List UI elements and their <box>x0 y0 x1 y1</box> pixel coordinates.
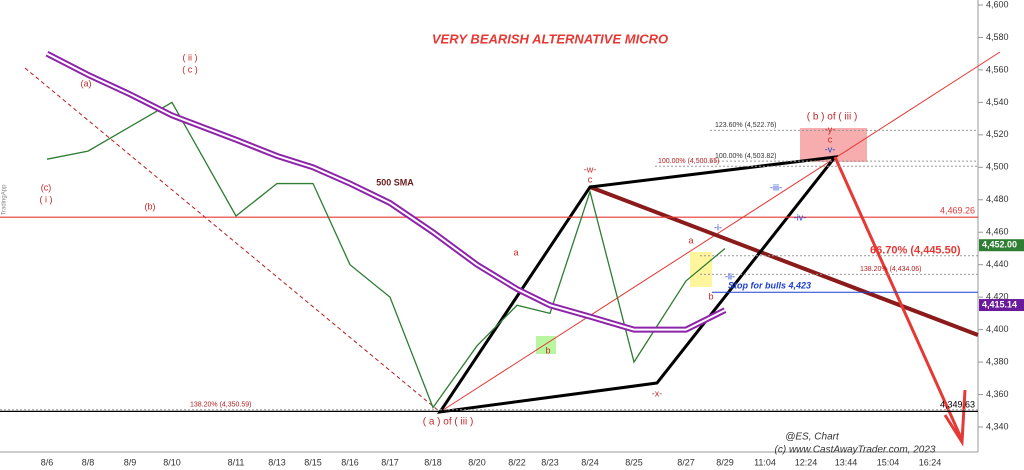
y-tick-label: 4,500 <box>986 162 1009 172</box>
fib-label: 100.00% (4,500.65) <box>658 158 720 165</box>
annotation: c <box>588 174 593 184</box>
x-tick-label: 8/29 <box>716 457 734 467</box>
level-label: 4,349.63 <box>940 400 975 410</box>
price-tag <box>979 239 1024 252</box>
fib-label: 138.20% (4,434.06) <box>860 266 922 273</box>
annotation: -v- <box>825 144 836 154</box>
annotation: -iii- <box>770 182 782 192</box>
x-tick-label: 15:04 <box>877 457 900 467</box>
annotation: ( b ) of ( iii ) <box>807 112 858 123</box>
zone-box <box>690 252 712 287</box>
trend-line <box>589 185 979 337</box>
x-tick-label: 12:24 <box>795 457 818 467</box>
x-tick-label: 8/16 <box>341 457 359 467</box>
y-tick-label: 4,400 <box>986 324 1009 334</box>
y-tick-label: 4,580 <box>986 32 1009 42</box>
price-tag-label: 4,452.00 <box>982 240 1017 250</box>
x-tick-label: 13:44 <box>835 457 858 467</box>
annotation: (a) <box>81 78 92 88</box>
x-tick-label: 8/27 <box>677 457 695 467</box>
y-tick-label: 4,420 <box>986 292 1009 302</box>
x-tick-label: 8/6 <box>41 457 54 467</box>
fib-label: 66.70% (4,445.50) <box>870 245 961 257</box>
arrow-head <box>943 389 967 447</box>
sma-line-inner <box>46 52 726 331</box>
trend-line <box>439 51 1001 413</box>
annotation: a <box>688 235 693 245</box>
y-tick-label: 4,540 <box>986 97 1009 107</box>
y-tick-label: 4,520 <box>986 129 1009 139</box>
annotation: -w- <box>584 164 597 174</box>
x-tick-label: 11:04 <box>754 457 776 467</box>
annotation: -ii- <box>725 271 735 281</box>
y-tick-label: 4,440 <box>986 259 1009 269</box>
x-tick-label: 8/20 <box>468 457 486 467</box>
annotation: a <box>513 247 518 257</box>
x-tick-label: 8/9 <box>124 457 137 467</box>
x-tick-label: 8/25 <box>625 457 643 467</box>
x-tick-label: 8/10 <box>163 457 181 467</box>
arrow <box>833 156 964 441</box>
y-tick-label: 4,460 <box>986 227 1009 237</box>
annotation: c <box>828 134 833 144</box>
x-tick-label: 8/22 <box>508 457 526 467</box>
annotation: ( i ) <box>40 194 53 204</box>
fib-label: 100.00% (4,503.82) <box>715 153 777 160</box>
x-tick-label: 16:24 <box>919 457 942 467</box>
y-tick-label: 4,380 <box>986 356 1009 366</box>
trend-line <box>24 67 441 413</box>
level-label: Stop for bulls 4,423 <box>728 281 811 291</box>
annotation: @ES, Chart <box>785 432 840 443</box>
x-tick-label: 8/24 <box>581 457 599 467</box>
chart-title: VERY BEARISH ALTERNATIVE MICRO <box>432 31 668 46</box>
y-tick-label: 4,360 <box>986 389 1009 399</box>
x-tick-label: 8/23 <box>541 457 559 467</box>
annotation: b <box>545 345 550 355</box>
annotation: ( ii ) <box>183 52 198 62</box>
annotation: b <box>708 291 713 301</box>
y-tick-label: 4,480 <box>986 194 1009 204</box>
x-tick-label: 8/8 <box>82 457 95 467</box>
price-tag-label: 4,415.14 <box>982 299 1017 309</box>
annotation: (c) www.CastAwayTrader.com, 2023 <box>775 445 936 456</box>
y-tick-label: 4,600 <box>986 0 1009 9</box>
level-label: 4,469.26 <box>940 206 975 216</box>
x-tick-label: 8/11 <box>228 457 245 467</box>
y-tick-label: 4,340 <box>986 421 1009 431</box>
annotation: ( c ) <box>182 64 198 74</box>
annotation: -iv- <box>794 212 807 222</box>
annotation: 500 SMA <box>376 177 414 187</box>
x-tick-label: 8/17 <box>381 457 399 467</box>
y-tick-label: 4,560 <box>986 64 1009 74</box>
x-tick-label: 8/18 <box>424 457 442 467</box>
fib-label: 123.60% (4,522.76) <box>715 122 777 129</box>
annotation: (b) <box>145 201 156 211</box>
annotation: -y- <box>825 124 836 134</box>
annotation: (c) <box>41 182 52 192</box>
price-tag <box>979 299 1024 312</box>
x-tick-label: 8/15 <box>304 457 322 467</box>
fib-label: 138.20% (4,350.59) <box>190 402 252 409</box>
annotation: ( a ) of ( iii ) <box>423 417 474 428</box>
watermark: TradingApp <box>2 184 8 215</box>
annotation: -i- <box>714 222 722 232</box>
x-tick-label: 8/13 <box>268 457 286 467</box>
annotation: -x- <box>652 388 663 398</box>
